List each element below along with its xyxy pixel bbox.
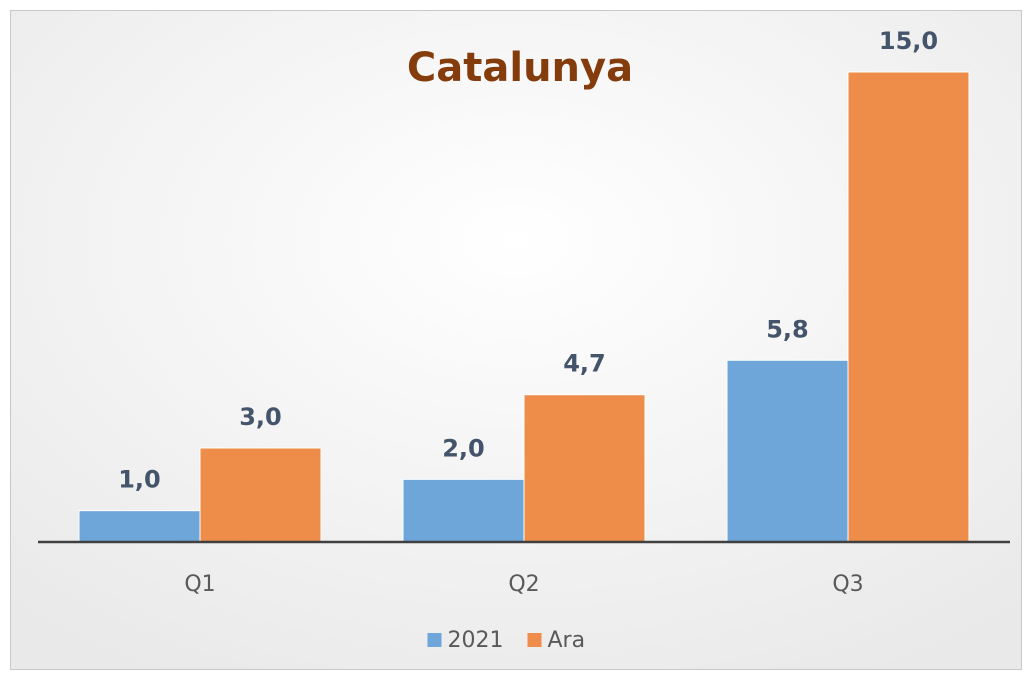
bar <box>78 510 201 543</box>
legend-label: 2021 <box>448 628 504 653</box>
legend-swatch <box>427 633 442 647</box>
legend-swatch <box>527 633 542 647</box>
bar <box>726 359 849 543</box>
value-label: 15,0 <box>879 27 938 55</box>
bar <box>523 394 646 543</box>
legend-label: Ara <box>548 628 586 653</box>
bar <box>402 478 525 543</box>
x-tick-label: Q3 <box>832 572 863 597</box>
chart-title: Catalunya <box>407 45 633 91</box>
value-label: 1,0 <box>118 466 161 494</box>
bar <box>847 71 970 543</box>
x-tick-label: Q1 <box>184 572 215 597</box>
value-label: 3,0 <box>239 403 282 431</box>
x-tick-label: Q2 <box>508 572 539 597</box>
value-label: 4,7 <box>563 350 606 378</box>
value-label: 5,8 <box>766 315 809 343</box>
bar <box>199 447 322 543</box>
value-label: 2,0 <box>442 434 485 462</box>
